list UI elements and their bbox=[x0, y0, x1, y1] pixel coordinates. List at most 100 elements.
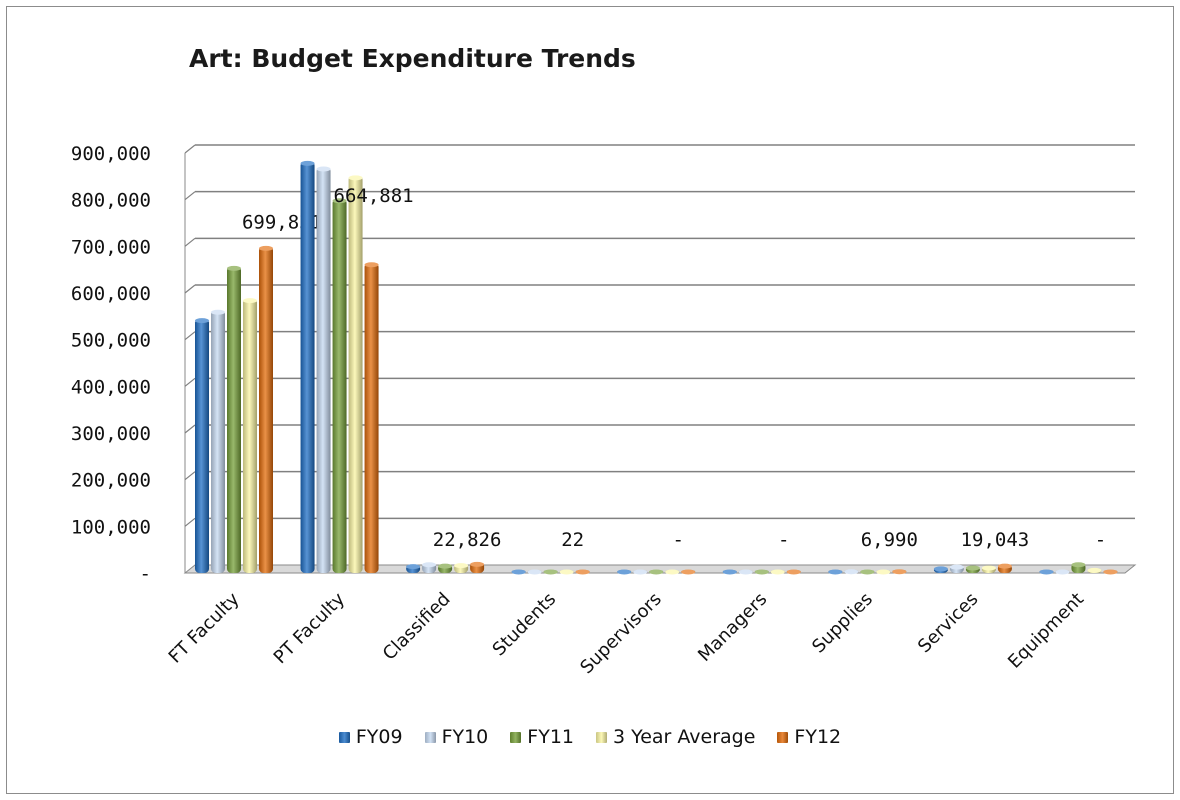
bar-cap bbox=[665, 569, 680, 575]
chart-title: Art: Budget Expenditure Trends bbox=[189, 44, 636, 73]
x-tick-label: Classified bbox=[379, 589, 455, 665]
bar bbox=[348, 175, 363, 573]
bar-cap bbox=[981, 565, 996, 571]
bar-cap bbox=[997, 563, 1012, 569]
gridline-diag bbox=[184, 471, 196, 481]
data-label: 22 bbox=[561, 529, 584, 551]
bar-cap bbox=[1103, 569, 1118, 575]
gridline-diag bbox=[184, 331, 196, 341]
legend-swatch bbox=[777, 731, 789, 743]
bar-cap bbox=[949, 564, 964, 570]
y-tick-label: 700,000 bbox=[71, 236, 151, 258]
bar-cap bbox=[681, 569, 696, 575]
data-label: - bbox=[778, 529, 789, 551]
legend-label: FY10 bbox=[441, 726, 489, 748]
bar-cap bbox=[649, 569, 664, 575]
x-tick-label: Services bbox=[914, 589, 983, 658]
x-tick-label: PT Faculty bbox=[270, 588, 350, 668]
bar-cap bbox=[933, 566, 948, 572]
y-tick-label: 900,000 bbox=[71, 143, 151, 165]
bar-cap bbox=[454, 563, 469, 569]
bar bbox=[243, 298, 257, 573]
bar-cap bbox=[575, 569, 590, 575]
bar-cap bbox=[754, 569, 769, 575]
x-tick-label: FT Faculty bbox=[165, 588, 244, 667]
y-tick-label: 300,000 bbox=[71, 423, 151, 445]
bar-cap bbox=[786, 569, 801, 575]
gridline-diag bbox=[184, 237, 196, 247]
legend-item: 3 Year Average bbox=[596, 726, 755, 748]
legend-label: FY12 bbox=[794, 726, 842, 748]
gridline-diag bbox=[184, 191, 196, 201]
bar-cap bbox=[527, 569, 542, 575]
bar-cap bbox=[195, 318, 209, 324]
legend-swatch bbox=[424, 731, 436, 743]
bar-cap bbox=[1087, 567, 1102, 573]
bar-cap bbox=[722, 569, 737, 575]
data-label: - bbox=[1095, 529, 1106, 551]
bar-cap bbox=[406, 564, 421, 570]
bar bbox=[195, 318, 209, 573]
legend-label: FY11 bbox=[527, 726, 574, 748]
y-tick-label: 800,000 bbox=[71, 190, 151, 212]
bar-cap bbox=[965, 565, 980, 571]
gridline-diag bbox=[184, 424, 196, 434]
bar-cap bbox=[892, 569, 907, 575]
bar-cap bbox=[227, 265, 241, 271]
legend-item: FY09 bbox=[338, 726, 403, 748]
gridline-diag bbox=[184, 284, 196, 294]
x-tick-label: Equipment bbox=[1004, 589, 1088, 673]
bar-cap bbox=[422, 562, 437, 568]
bar-cap bbox=[543, 569, 558, 575]
bar-cap bbox=[243, 298, 257, 304]
bar-cap bbox=[259, 245, 273, 251]
bar-cap bbox=[1039, 569, 1054, 575]
bar bbox=[364, 262, 379, 573]
bar-cap bbox=[300, 160, 315, 166]
bar-cap bbox=[770, 569, 785, 575]
data-label: - bbox=[672, 529, 683, 551]
bar-cap bbox=[438, 563, 453, 569]
bar-cap bbox=[617, 569, 632, 575]
bar-cap bbox=[876, 569, 891, 575]
x-tick-label: Supervisors bbox=[576, 589, 665, 678]
bar-cap bbox=[511, 569, 526, 575]
bar-cap bbox=[316, 166, 331, 172]
y-tick-label: 100,000 bbox=[71, 516, 151, 538]
legend-swatch bbox=[510, 731, 522, 743]
y-tick-label: 200,000 bbox=[71, 470, 151, 492]
bar bbox=[259, 246, 273, 573]
bar bbox=[227, 266, 241, 573]
legend-swatch bbox=[338, 731, 350, 743]
legend-item: FY12 bbox=[777, 726, 841, 748]
bar-cap bbox=[1071, 562, 1086, 568]
legend-item: FY10 bbox=[424, 726, 489, 748]
bar-cap bbox=[1055, 569, 1070, 575]
x-tick-label: Supplies bbox=[808, 589, 877, 658]
x-tick-label: Students bbox=[489, 589, 561, 661]
y-tick-label: 600,000 bbox=[71, 283, 151, 305]
data-label: 19,043 bbox=[961, 529, 1030, 551]
data-label: 664,881 bbox=[334, 185, 414, 207]
bar bbox=[300, 161, 315, 573]
bar-cap bbox=[828, 569, 843, 575]
bar-cap bbox=[860, 569, 875, 575]
bar-cap bbox=[559, 569, 574, 575]
bar-cap bbox=[348, 175, 363, 181]
bar bbox=[211, 310, 225, 573]
y-tick-label: - bbox=[140, 563, 151, 585]
bar-cap bbox=[738, 569, 753, 575]
gridline-diag bbox=[184, 517, 196, 527]
bar-cap bbox=[364, 262, 379, 268]
bar-cap bbox=[470, 561, 485, 567]
bar-cap bbox=[844, 569, 859, 575]
data-label: 22,826 bbox=[433, 529, 502, 551]
legend-item: FY11 bbox=[510, 726, 574, 748]
legend-label: FY09 bbox=[355, 726, 403, 748]
y-tick-label: 500,000 bbox=[71, 330, 151, 352]
bar-cap bbox=[211, 309, 225, 315]
gridline-diag bbox=[184, 377, 196, 387]
legend-label: 3 Year Average bbox=[613, 726, 756, 748]
bar bbox=[316, 167, 331, 573]
